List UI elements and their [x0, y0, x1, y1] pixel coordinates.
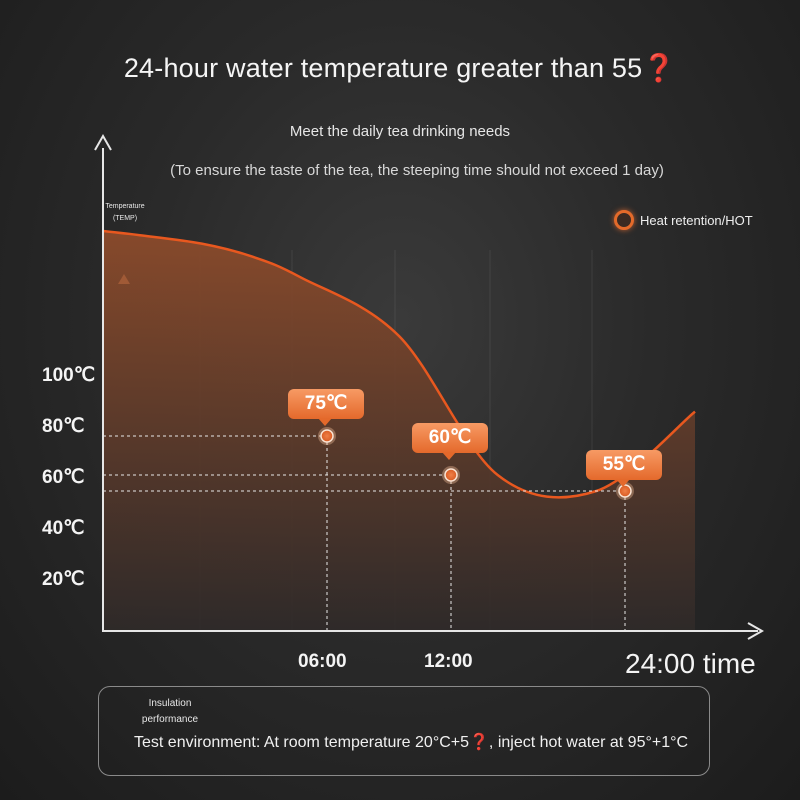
steeping-note: (To ensure the taste of the tea, the ste…	[170, 162, 664, 179]
y-tick-label: 60℃	[42, 467, 85, 488]
x-axis-label: 24:00 time	[625, 648, 756, 679]
temperature-area	[103, 231, 695, 631]
x-tick-label: 12:00	[424, 651, 473, 672]
page-subtitle: Meet the daily tea drinking needs	[289, 123, 511, 140]
insulation-label: Insulation performance	[141, 698, 199, 725]
data-point-75	[320, 429, 334, 443]
y-tick-label: 100℃	[42, 365, 96, 386]
legend-label: Heat retention/HOT	[640, 212, 753, 228]
callout-60c: 60℃	[412, 423, 488, 460]
y-axis-arrow	[94, 133, 112, 151]
temperature-line	[102, 229, 696, 499]
chart-legend: Heat retention/HOT	[614, 208, 753, 232]
callout-75c: 75℃	[288, 389, 364, 426]
data-point-60	[444, 468, 458, 482]
x-axis-arrow	[747, 622, 765, 640]
y-tick-label: 20℃	[42, 569, 85, 590]
start-peak-marker	[118, 274, 130, 284]
test-environment-text: Test environment: At room temperature 20…	[134, 734, 689, 751]
callout-55c: 55℃	[586, 450, 662, 487]
x-tick-label: 06:00	[298, 651, 347, 672]
y-axis-label: Temperature (TEMP)	[105, 203, 145, 222]
insulation-info-box	[98, 686, 710, 776]
legend-marker-icon	[614, 210, 634, 230]
page-title: 24-hour water temperature greater than 5…	[123, 53, 677, 83]
y-tick-label: 40℃	[42, 518, 85, 539]
y-tick-label: 80℃	[42, 416, 85, 437]
